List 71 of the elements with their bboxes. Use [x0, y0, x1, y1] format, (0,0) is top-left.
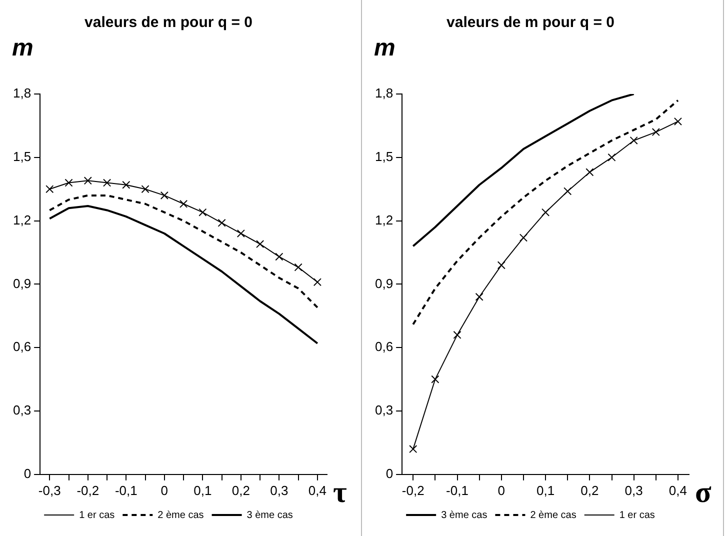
- y-tick-label: 0,9: [374, 276, 394, 291]
- x-tick-label: 0,4: [668, 482, 688, 498]
- point: [218, 218, 226, 227]
- point: [84, 176, 92, 185]
- point: [409, 445, 418, 454]
- legend-label: 1 er cas: [79, 510, 115, 521]
- point: [630, 136, 638, 145]
- x-tick-label: 0,2: [580, 482, 599, 498]
- point: [475, 292, 484, 301]
- y-tick-label: 1,2: [374, 212, 394, 228]
- point: [564, 187, 572, 196]
- line-series: [48, 194, 318, 308]
- chart-title: valeurs de m pour q = 0: [446, 14, 614, 32]
- y-tick-label: 1,5: [374, 148, 394, 164]
- point: [64, 178, 73, 187]
- y-tick-label: 0: [24, 466, 32, 481]
- point: [586, 168, 594, 176]
- x-axis-title: σ: [695, 476, 712, 510]
- x-tick-label: -0,1: [114, 482, 138, 498]
- point: [102, 178, 112, 187]
- legend-label: 1 er cas: [619, 510, 655, 521]
- point: [431, 375, 440, 384]
- point: [294, 263, 302, 272]
- y-tick-label: 0,3: [374, 402, 394, 418]
- y-tick-label: 0,6: [374, 339, 394, 354]
- point: [497, 261, 506, 270]
- point: [608, 153, 616, 162]
- point: [236, 229, 245, 238]
- y-tick-label: 1,5: [12, 148, 32, 164]
- x-tick-label: 0,4: [308, 482, 326, 498]
- point: [674, 117, 682, 126]
- point: [46, 185, 54, 194]
- point: [141, 185, 150, 194]
- y-tick-label: 1,2: [12, 212, 32, 228]
- point: [256, 240, 264, 248]
- y-tick-label: 0: [386, 466, 394, 481]
- point: [652, 128, 660, 136]
- legend-label: 2 ème cas: [530, 510, 576, 521]
- y-tick-label: 0,6: [12, 339, 32, 354]
- x-tick-label: 0,3: [270, 482, 288, 498]
- x-tick-label: 0: [160, 482, 168, 498]
- point: [542, 208, 550, 216]
- y-tick-label: 0,9: [12, 276, 32, 291]
- x-tick-label: -0,1: [446, 482, 468, 498]
- x-tick-label: 0: [498, 482, 506, 498]
- y-tick-label: 1,8: [12, 86, 32, 101]
- point: [313, 278, 322, 286]
- y-tick-label: 1,8: [374, 86, 394, 101]
- y-tick-label: 0,3: [12, 402, 32, 418]
- point: [519, 234, 528, 242]
- x-axis-title: τ: [333, 476, 347, 510]
- line-series: [412, 99, 679, 326]
- legend-label: 3 ème cas: [246, 510, 293, 521]
- point: [160, 191, 168, 200]
- x-tick-label: 0,2: [232, 482, 250, 498]
- point: [122, 180, 130, 189]
- x-tick-label: 0,1: [194, 482, 212, 498]
- x-tick-label: -0,2: [76, 482, 100, 498]
- x-tick-label: 0,3: [624, 482, 643, 498]
- x-tick-label: 0,1: [536, 482, 555, 498]
- x-tick-label: -0,3: [38, 482, 61, 498]
- legend-label: 2 ème cas: [158, 510, 204, 521]
- x-tick-label: -0,2: [402, 482, 424, 498]
- point: [198, 208, 207, 216]
- point: [180, 200, 188, 208]
- chart-title: valeurs de m pour q = 0: [84, 14, 252, 32]
- y-axis-title: m: [374, 34, 396, 62]
- point: [453, 330, 462, 339]
- point: [275, 252, 284, 261]
- y-axis-title: m: [12, 34, 34, 62]
- legend-label: 3 ème cas: [441, 510, 488, 521]
